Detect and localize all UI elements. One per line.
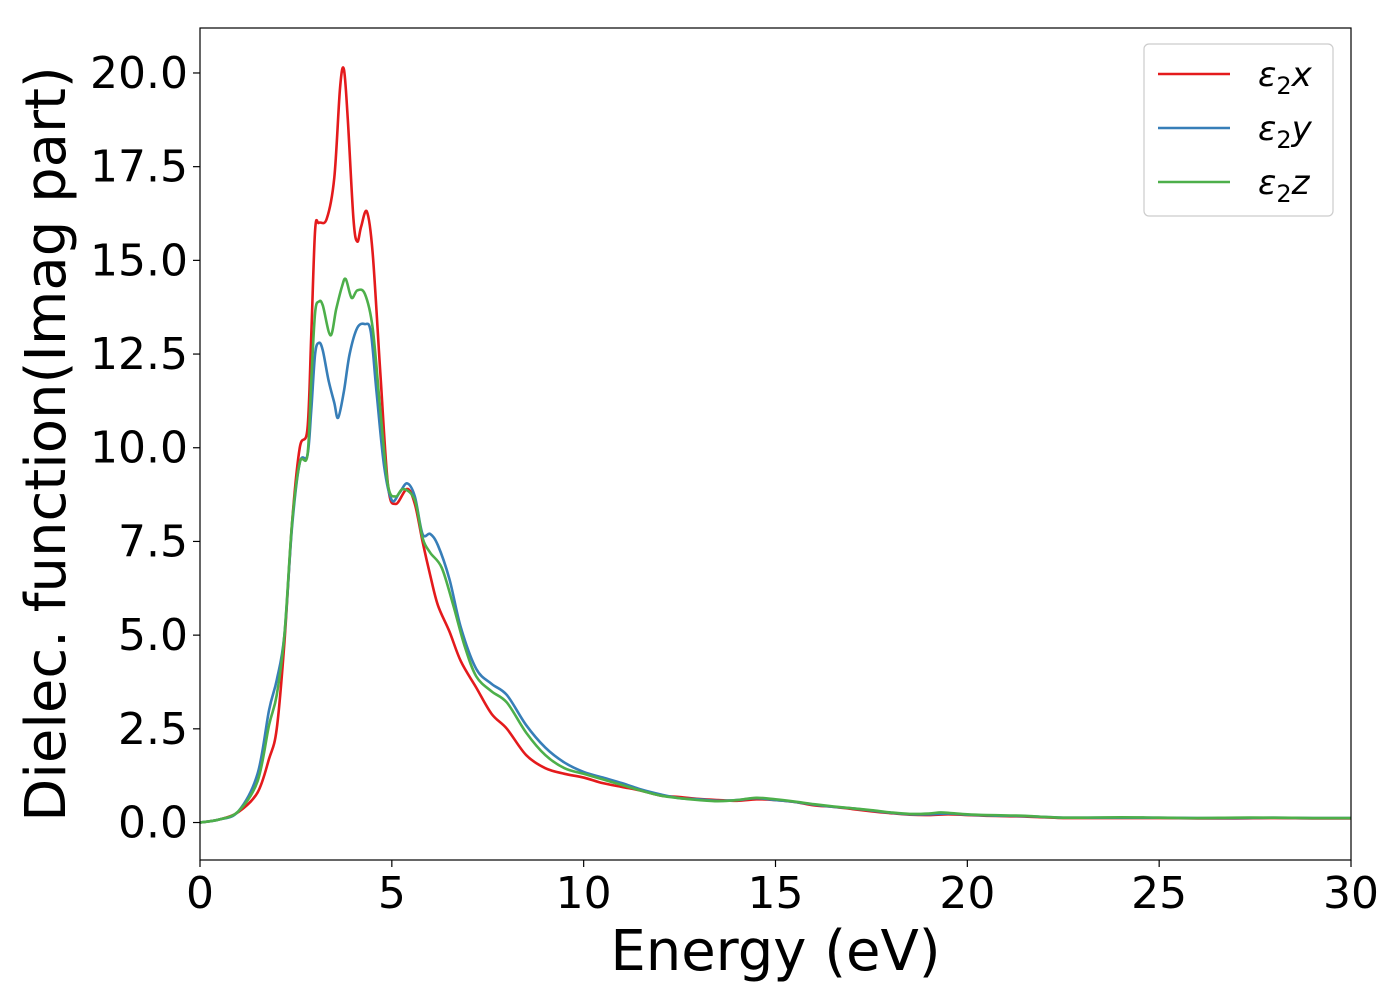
y-tick-label: 15.0 [90,235,188,286]
series-layer [200,66,1351,824]
legend: ε2x ε2y ε2z [1143,43,1334,217]
y-tick-label: 20.0 [90,48,188,99]
y-tick-label: 0.0 [118,798,188,849]
legend-label-y: ε2y [1258,109,1313,154]
y-tick-label: 12.5 [90,329,188,380]
x-tick-label: 30 [1323,868,1379,919]
y-tick-label: 5.0 [118,610,188,661]
x-tick-label: 20 [939,868,995,919]
y-tick-label: 7.5 [118,516,188,567]
series-line-z [200,277,1351,824]
y-tick-label: 17.5 [90,142,188,193]
x-tick-label: 5 [378,868,406,919]
legend-box [1143,43,1334,217]
legend-label-x: ε2x [1258,55,1313,100]
x-axis: 0 5 10 15 20 25 30 [186,860,1379,919]
y-tick-label: 2.5 [118,704,188,755]
y-axis-title: Dielec. function(Imag part) [14,66,79,822]
y-tick-label: 10.0 [90,423,188,474]
x-tick-label: 0 [186,868,214,919]
x-tick-label: 15 [748,868,804,919]
x-tick-label: 10 [556,868,612,919]
y-axis: 0.0 2.5 5.0 7.5 10.0 12.5 15.0 17.5 20.0 [90,48,200,849]
x-axis-title: Energy (eV) [610,919,940,984]
legend-label-z: ε2z [1258,163,1311,208]
x-tick-label: 25 [1131,868,1187,919]
